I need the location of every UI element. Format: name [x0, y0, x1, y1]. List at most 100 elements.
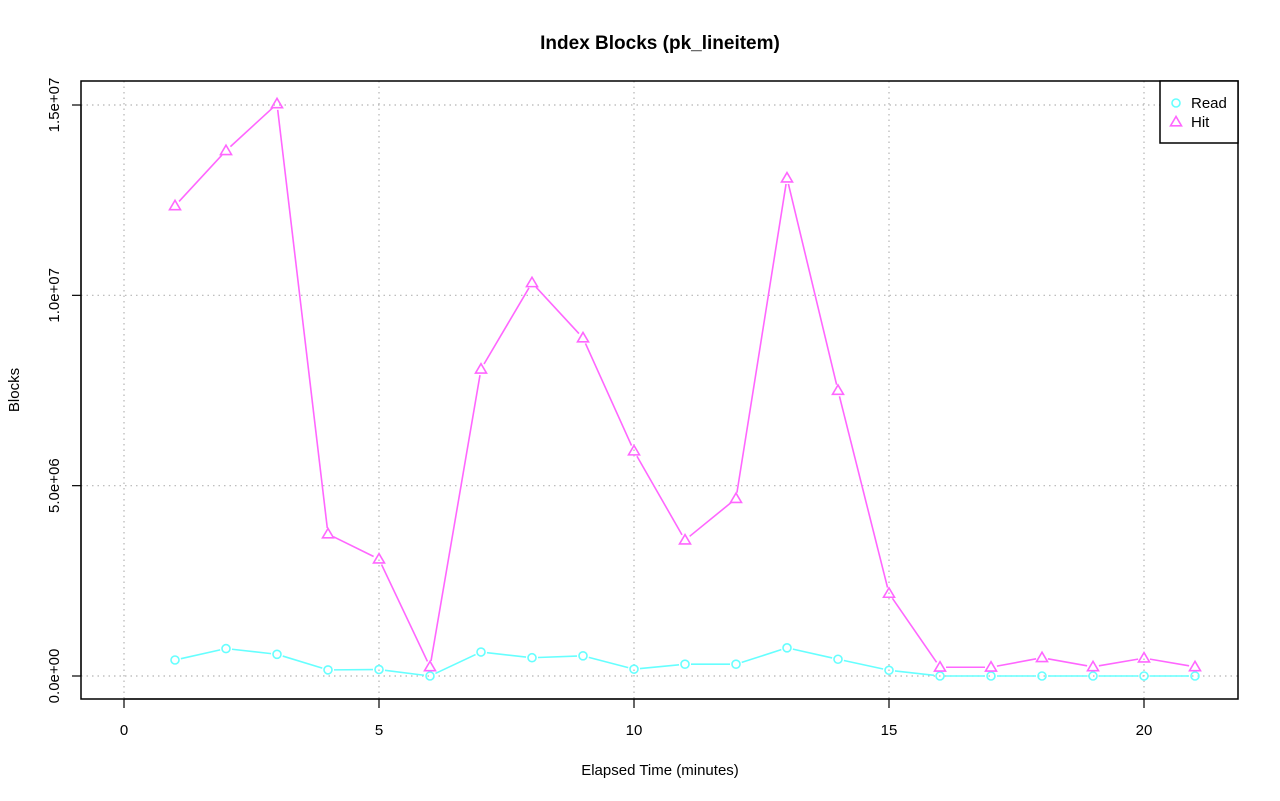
- data-point: [474, 362, 488, 374]
- series-segment: [838, 396, 889, 588]
- data-point: [168, 198, 182, 211]
- y-axis-label: Blocks: [6, 368, 23, 412]
- data-point: [680, 659, 690, 669]
- series-segment: [736, 183, 787, 493]
- legend: Read Hit: [1159, 80, 1239, 144]
- legend-box: [1159, 80, 1239, 144]
- y-tick-label: 5.0e+06: [46, 458, 63, 513]
- data-point: [321, 526, 335, 539]
- data-point: [984, 660, 998, 672]
- series-segment: [689, 501, 732, 537]
- series-segment: [180, 649, 221, 660]
- legend-marker-hit: [1169, 114, 1183, 127]
- data-point: [678, 533, 692, 545]
- y-tick-label: 0.0e+00: [46, 649, 63, 704]
- series-segment: [792, 648, 833, 659]
- series-read: [170, 643, 1200, 681]
- legend-label-read: Read: [1191, 95, 1227, 112]
- data-point: [1188, 659, 1202, 672]
- series-segment: [1047, 657, 1088, 667]
- series-segment: [636, 455, 683, 536]
- data-point: [425, 671, 435, 681]
- data-point: [1137, 651, 1151, 663]
- data-point: [323, 665, 333, 675]
- data-point: [731, 659, 741, 669]
- data-point: [1190, 671, 1200, 681]
- series-segment: [333, 535, 374, 558]
- series-segment: [380, 564, 429, 662]
- data-point: [884, 665, 894, 676]
- data-point: [1086, 659, 1100, 672]
- series-hit: [168, 96, 1202, 672]
- series-segment: [891, 597, 938, 663]
- series-segment: [282, 655, 323, 669]
- series-segment: [1149, 658, 1190, 667]
- legend-label-hit: Hit: [1191, 114, 1210, 131]
- data-point: [1037, 671, 1047, 681]
- x-axis-label: Elapsed Time (minutes): [581, 762, 739, 779]
- data-point: [986, 671, 996, 681]
- series-segment: [588, 656, 629, 669]
- series-segment: [843, 659, 884, 670]
- series-segment: [787, 183, 838, 385]
- data-point: [729, 491, 743, 504]
- data-point: [170, 655, 180, 665]
- series-segment: [229, 107, 274, 148]
- data-point: [833, 654, 843, 665]
- series-segment: [486, 651, 527, 658]
- data-point: [1088, 671, 1098, 681]
- chart-title: Index Blocks (pk_lineitem): [540, 33, 780, 54]
- series-segment: [178, 154, 223, 203]
- series-group: [168, 96, 1202, 681]
- data-point: [882, 586, 896, 599]
- data-point: [221, 643, 231, 654]
- data-point: [578, 651, 588, 661]
- series-segment: [435, 653, 476, 675]
- series-segment: [894, 670, 935, 677]
- data-point: [219, 143, 233, 156]
- data-point: [831, 383, 845, 396]
- data-point: [1035, 650, 1049, 663]
- x-axis: 0 5 10 15 20: [120, 698, 1153, 739]
- series-segment: [535, 286, 580, 335]
- series-segment: [996, 658, 1037, 667]
- data-point: [476, 647, 486, 657]
- series-segment: [741, 648, 782, 664]
- data-point: [527, 652, 537, 663]
- series-segment: [430, 374, 481, 662]
- data-point: [270, 96, 284, 109]
- x-tick-label: 15: [881, 722, 898, 739]
- data-point: [525, 275, 539, 288]
- x-tick-label: 5: [375, 722, 383, 739]
- series-segment: [483, 287, 530, 365]
- data-point: [933, 660, 947, 672]
- grid: [81, 81, 1238, 699]
- series-segment: [537, 655, 578, 659]
- series-segment: [276, 109, 329, 529]
- data-point: [423, 659, 437, 672]
- y-axis: 0.0e+00 5.0e+06 1.0e+07 1.5e+07: [46, 78, 82, 704]
- data-point: [1139, 671, 1149, 681]
- series-segment: [1098, 658, 1139, 667]
- y-tick-label: 1.5e+07: [46, 78, 63, 133]
- data-point: [374, 664, 384, 675]
- x-tick-label: 0: [120, 722, 128, 739]
- data-point: [629, 664, 639, 674]
- data-point: [372, 552, 386, 564]
- legend-marker-read: [1171, 98, 1181, 108]
- data-point: [780, 171, 794, 183]
- x-tick-label: 10: [626, 722, 643, 739]
- data-point: [782, 643, 792, 653]
- series-segment: [639, 663, 680, 670]
- plot-area: [80, 80, 1239, 700]
- data-point: [627, 443, 641, 456]
- y-tick-label: 1.0e+07: [46, 268, 63, 323]
- series-segment: [384, 669, 425, 677]
- data-point: [272, 649, 282, 660]
- series-segment: [231, 648, 272, 655]
- data-point: [935, 671, 945, 681]
- series-segment: [584, 343, 633, 446]
- x-tick-label: 20: [1136, 722, 1153, 739]
- data-point: [576, 330, 590, 343]
